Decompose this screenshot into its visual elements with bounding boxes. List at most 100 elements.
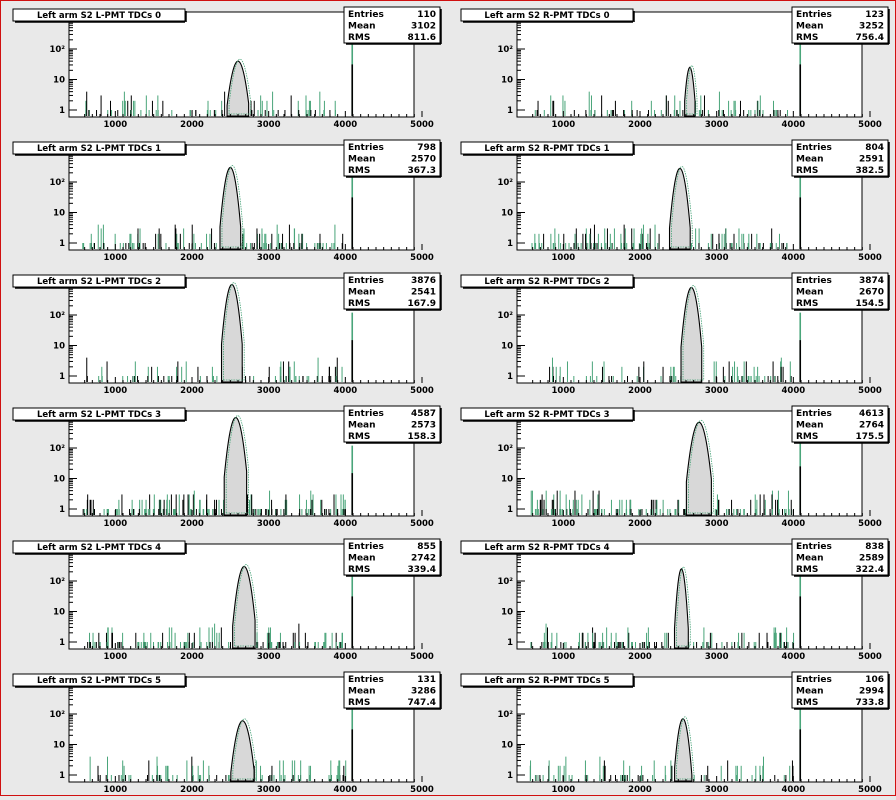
black-bin <box>147 376 149 382</box>
green-bin <box>166 765 168 781</box>
black-bin <box>329 110 331 116</box>
stats-mean-value: 2541 <box>411 288 436 298</box>
green-bin <box>317 642 319 648</box>
title-box <box>12 673 186 687</box>
green-bin <box>305 95 307 116</box>
green-bin <box>769 243 771 249</box>
black-bin <box>563 233 565 249</box>
green-bin <box>103 509 105 515</box>
black-bin <box>574 490 576 515</box>
green-bin <box>660 110 662 116</box>
title-box <box>12 540 186 554</box>
black-bin <box>220 509 222 515</box>
black-bin <box>781 509 783 515</box>
black-bin <box>626 775 628 781</box>
green-bin <box>721 233 723 249</box>
y-tick-label: 10 <box>501 608 513 618</box>
black-bin <box>637 775 639 781</box>
green-bin <box>736 366 738 382</box>
black-bin <box>718 233 720 249</box>
green-bin <box>299 494 301 515</box>
black-bin <box>612 110 614 116</box>
green-bin <box>594 509 596 515</box>
green-bin <box>157 95 159 116</box>
histogram-pad: 1 10 10² 1000 2000 3000 4000 5000 Left arm S2 R-… <box>460 272 890 396</box>
green-bin <box>743 233 745 249</box>
green-bin <box>775 627 777 648</box>
black-bin <box>342 775 344 781</box>
green-bin <box>662 499 664 515</box>
stats-entries-label: Entries <box>796 276 832 286</box>
black-bin <box>601 366 603 382</box>
green-bin <box>666 632 668 648</box>
green-bin <box>123 91 125 116</box>
green-bin <box>789 765 791 781</box>
green-bin <box>577 243 579 249</box>
green-bin <box>156 366 158 382</box>
x-tick-label: 1000 <box>103 785 127 795</box>
stats-rms-label: RMS <box>796 33 818 43</box>
green-bin <box>743 361 745 382</box>
green-bin <box>721 110 723 116</box>
black-bin <box>299 509 301 515</box>
green-bin <box>603 509 605 515</box>
black-bin <box>582 233 584 249</box>
black-bin <box>661 642 663 648</box>
green-bin <box>153 642 155 648</box>
black-bin <box>545 509 547 515</box>
green-bin <box>185 642 187 648</box>
black-bin <box>279 642 281 648</box>
green-bin <box>124 100 126 116</box>
green-bin <box>263 243 265 249</box>
green-bin <box>629 765 631 781</box>
green-bin <box>190 509 192 515</box>
green-bin <box>559 490 561 515</box>
black-bin <box>334 366 336 382</box>
black-bin <box>709 632 711 648</box>
black-bin <box>547 642 549 648</box>
title-box <box>460 540 634 554</box>
green-bin <box>174 632 176 648</box>
y-tick-label: 10 <box>501 741 513 751</box>
stats-mean-value: 2589 <box>859 554 884 564</box>
green-bin <box>553 775 555 781</box>
green-bin <box>616 509 618 515</box>
y-tick-label: 1 <box>59 505 65 515</box>
peak-distribution <box>673 568 689 649</box>
title-box <box>12 141 186 155</box>
title-box <box>460 274 634 288</box>
black-bin <box>294 632 296 648</box>
y-tick-label: 10² <box>497 178 513 188</box>
green-bin <box>261 228 263 249</box>
green-bin <box>336 775 338 781</box>
green-bin <box>271 642 273 648</box>
green-bin <box>310 490 312 515</box>
black-bin <box>290 95 292 116</box>
green-bin <box>168 509 170 515</box>
green-bin <box>564 100 566 116</box>
black-bin <box>539 775 541 781</box>
green-bin <box>664 632 666 648</box>
x-tick-label: 3000 <box>257 785 281 795</box>
green-bin <box>733 100 735 116</box>
green-bin <box>647 233 649 249</box>
title-box <box>12 274 186 288</box>
black-bin <box>138 243 140 249</box>
black-bin <box>546 627 548 648</box>
histogram-title: Left arm S2 R-PMT TDCs 0 <box>484 11 609 21</box>
green-bin <box>593 243 595 249</box>
green-bin <box>565 642 567 648</box>
y-tick-label: 1 <box>59 239 65 249</box>
black-bin <box>653 499 655 515</box>
black-bin <box>777 499 779 515</box>
peak-green-outline <box>232 718 257 780</box>
green-bin <box>342 494 344 515</box>
green-bin <box>548 760 550 781</box>
black-bin <box>282 233 284 249</box>
green-bin <box>260 765 262 781</box>
green-bin <box>181 366 183 382</box>
green-bin <box>334 100 336 116</box>
black-bin <box>163 376 165 382</box>
green-bin <box>266 632 268 648</box>
green-bin <box>756 499 758 515</box>
